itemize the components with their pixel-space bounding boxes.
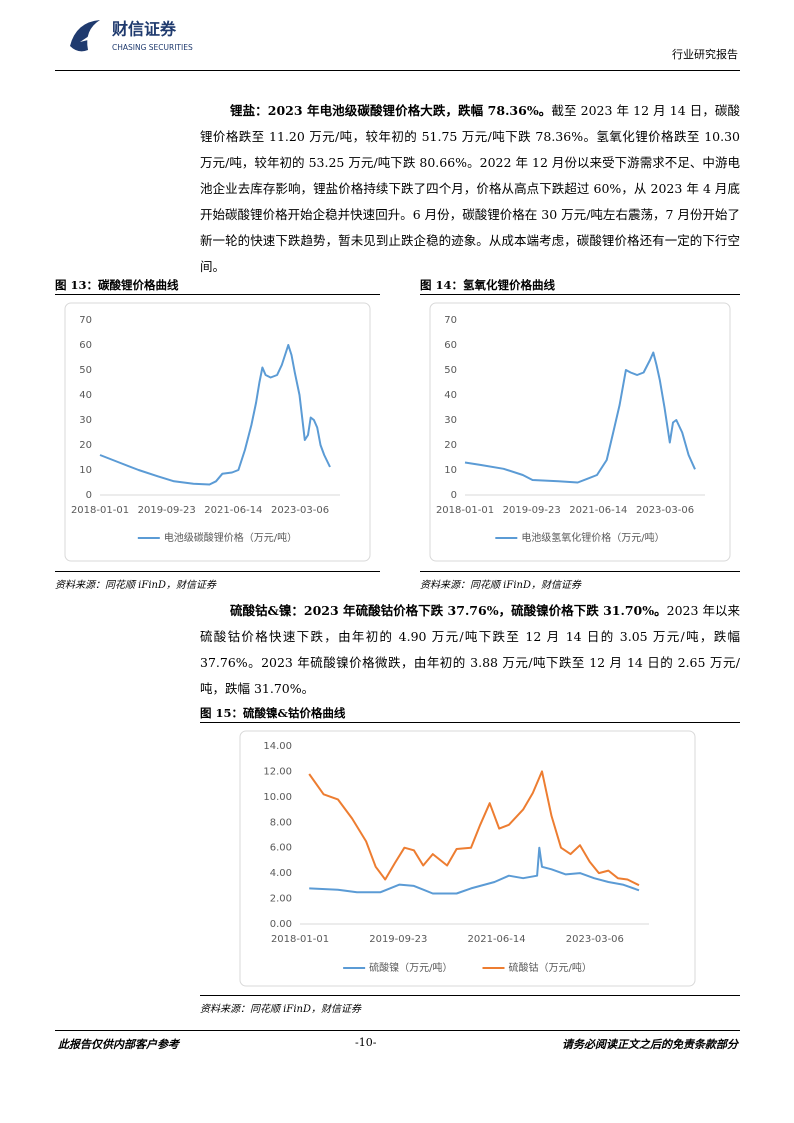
legend-label: 硫酸镍（万元/吨） [369,961,452,974]
chart-frame [429,302,731,562]
figure: 图 15：硫酸镍&钴价格曲线 0.00 2.00 4.00 6.00 8.00 10.00… [200,705,740,1015]
y-tick-label: 30 [79,415,92,426]
logo-mark [70,20,100,52]
chart: 0 10 20 30 40 50 60 70 2018-01-01 2019-09-23 2021-… [64,302,371,562]
y-tick-label: 50 [444,365,457,376]
y-tick-label: 10 [444,465,457,476]
y-tick-label: 14.00 [263,741,292,752]
logo-mark-star [80,26,104,42]
figure-caption: 图 15：硫酸镍&钴价格曲线 [200,705,740,723]
figure-source: 资料来源：同花顺 iFinD，财信证券 [55,571,380,591]
y-tick-label: 8.00 [270,817,292,828]
figure: 图 13：碳酸锂价格曲线 0 10 20 30 40 50 60 70 2018-01-01 20… [55,277,380,591]
y-tick-label: 20 [79,440,92,451]
y-tick-label: 70 [444,315,457,326]
paragraph: 锂盐：2023 年电池级碳酸锂价格大跌，跌幅 78.36%。截至 2023 年 … [200,98,740,280]
paragraph-body: 截至 2023 年 12 月 14 日，碳酸锂价格跌至 11.20 万元/吨，较… [200,103,741,274]
x-tick-label: 2023-03-06 [636,505,694,516]
x-tick-label: 2018-01-01 [271,934,329,945]
series-line [309,846,640,895]
report-type: 行业研究报告 [672,48,738,61]
figure: 图 14：氢氧化锂价格曲线 0 10 20 30 40 50 60 70 2018-01-01 2… [420,277,740,591]
y-tick-label: 60 [79,340,92,351]
chart-frame [64,302,371,562]
x-tick-label: 2019-09-23 [503,505,561,516]
x-tick-label: 2023-03-06 [271,505,329,516]
legend-label: 电池级碳酸锂价格（万元/吨） [164,531,297,544]
brand: 财信证券 [111,20,177,39]
y-tick-label: 70 [79,315,92,326]
y-tick-label: 30 [444,415,457,426]
y-tick-label: 0.00 [270,919,292,930]
figure-caption: 图 14：氢氧化锂价格曲线 [420,277,740,295]
y-tick-label: 60 [444,340,457,351]
paragraph: 硫酸钴&镍：2023 年硫酸钴价格下跌 37.76%，硫酸镍价格下跌 31.70… [200,598,740,702]
chart-frame [239,730,696,987]
x-tick-label: 2023-03-06 [566,934,624,945]
y-tick-label: 2.00 [270,894,292,905]
y-tick-label: 6.00 [270,843,292,854]
y-tick-label: 4.00 [270,868,292,879]
y-tick-label: 0 [451,490,457,501]
y-tick-label: 12.00 [263,766,292,777]
y-tick-label: 0 [86,490,92,501]
x-tick-label: 2021-06-14 [468,934,526,945]
x-tick-label: 2021-06-14 [569,505,627,516]
footer-disclaimer: 请务必阅读正文之后的免责条款部分 [562,1038,738,1051]
figure-caption: 图 13：碳酸锂价格曲线 [55,277,380,295]
brand-en: CHASING SECURITIES [112,43,193,52]
paragraph-lead: 硫酸钴&镍：2023 年硫酸钴价格下跌 37.76%，硫酸镍价格下跌 31.70… [230,603,667,618]
paragraph-lead: 锂盐：2023 年电池级碳酸锂价格大跌，跌幅 78.36%。 [230,103,552,118]
x-tick-label: 2019-09-23 [369,934,427,945]
y-tick-label: 40 [79,390,92,401]
y-tick-label: 40 [444,390,457,401]
footer-note: 此报告仅供内部客户参考 [58,1038,179,1051]
x-tick-label: 2018-01-01 [71,505,129,516]
chart: 0 10 20 30 40 50 60 70 2018-01-01 2019-09-23 2021-… [429,302,731,562]
x-tick-label: 2019-09-23 [138,505,196,516]
logo: 财信证券 CHASING SECURITIES [70,20,193,52]
series-line [308,770,640,887]
header-rule [55,70,740,71]
x-tick-label: 2021-06-14 [204,505,262,516]
y-tick-label: 50 [79,365,92,376]
figure-source: 资料来源：同花顺 iFinD，财信证券 [200,995,740,1015]
chart: 0.00 2.00 4.00 6.00 8.00 10.00 12.00 14.00 2018-… [239,730,696,987]
figure-source: 资料来源：同花顺 iFinD，财信证券 [420,571,740,591]
footer-rule [55,1030,740,1031]
y-tick-label: 20 [444,440,457,451]
page-number: -10- [355,1036,377,1049]
y-tick-label: 10.00 [263,792,292,803]
x-tick-label: 2018-01-01 [436,505,494,516]
series-line [99,344,331,486]
y-tick-label: 10 [79,465,92,476]
paragraph-body: 2023 年以来硫酸钴价格快速下跌，由年初的 4.90 万元/吨下跌至 12 月… [200,603,740,696]
legend-label: 电池级氢氧化锂价格（万元/吨） [521,531,664,544]
series-line [464,351,696,484]
legend-label: 硫酸钴（万元/吨） [509,961,592,974]
